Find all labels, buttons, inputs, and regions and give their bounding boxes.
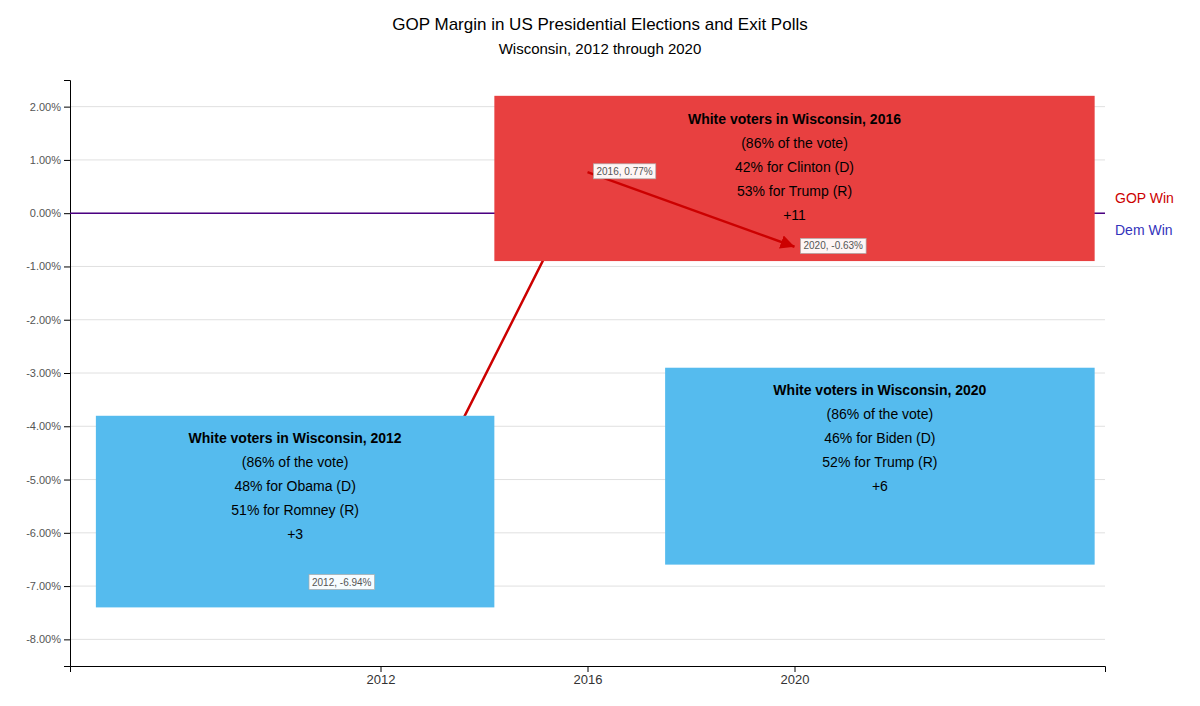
y-tick-mark	[64, 107, 70, 108]
data-label-text: 2016, 0.77%	[597, 166, 653, 177]
y-tick-label: -6.00%	[26, 527, 61, 539]
data-label: 2012, -6.94%	[309, 575, 375, 590]
title: GOP Margin in US Presidential Elections …	[392, 15, 807, 34]
info-box-line: 46% for Biden (D)	[824, 430, 935, 446]
y-axis: -8.00% -7.00% -6.00% -5.00% -4.00% -3.00% -2.0…	[26, 81, 70, 667]
info-box-line: 52% for Trump (R)	[822, 454, 937, 470]
x-tick: 2012	[367, 666, 396, 687]
y-tick-label: 1.00%	[30, 154, 61, 166]
subtitle: Wisconsin, 2012 through 2020	[499, 40, 702, 57]
info-box-background	[665, 368, 1095, 565]
y-tick: -6.00%	[26, 527, 70, 539]
grid-line	[70, 266, 1105, 267]
y-tick-label: -4.00%	[26, 420, 61, 432]
grid-line	[70, 319, 1105, 320]
info-box: White voters in Wisconsin, 2012 (86% of t…	[96, 416, 494, 608]
dem-win-label: Dem Win	[1115, 222, 1173, 238]
info-box-title: White voters in Wisconsin, 2016	[688, 111, 901, 127]
y-tick-label: -7.00%	[26, 580, 61, 592]
y-tick-mark	[64, 533, 70, 534]
info-box-title: White voters in Wisconsin, 2012	[189, 430, 402, 446]
info-box-line: +6	[872, 478, 888, 494]
y-tick-label: 0.00%	[30, 207, 61, 219]
y-tick: -1.00%	[26, 260, 70, 272]
info-box-title: White voters in Wisconsin, 2020	[773, 382, 986, 398]
y-tick: 2.00%	[30, 101, 70, 113]
y-tick-label: -2.00%	[26, 314, 61, 326]
data-label-text: 2012, -6.94%	[312, 577, 372, 588]
x-tick-mark	[588, 666, 589, 672]
y-tick-label: -3.00%	[26, 367, 61, 379]
info-box: White voters in Wisconsin, 2020 (86% of t…	[665, 368, 1095, 565]
data-label-box	[801, 238, 867, 253]
info-box-line: 48% for Obama (D)	[234, 478, 355, 494]
info-box-background	[96, 416, 494, 608]
x-tick: 2016	[574, 666, 603, 687]
info-box-line: +3	[287, 526, 303, 542]
x-tick: 2020	[781, 666, 810, 687]
y-tick-mark	[64, 480, 70, 481]
y-tick-mark	[64, 373, 70, 374]
x-tick-label: 2016	[574, 672, 603, 687]
y-tick-mark	[64, 586, 70, 587]
y-tick-mark	[64, 639, 70, 640]
info-box-line: (86% of the vote)	[741, 135, 848, 151]
y-tick: -8.00%	[26, 633, 70, 645]
x-axis-line	[71, 667, 1106, 673]
data-label-text: 2020, -0.63%	[804, 240, 864, 251]
x-tick-label: 2020	[781, 672, 810, 687]
y-tick-label: -1.00%	[26, 260, 61, 272]
x-tick-mark	[795, 666, 796, 672]
y-tick-label: -8.00%	[26, 633, 61, 645]
chart-svg: GOP Margin in US Presidential Elections …	[0, 0, 1200, 706]
y-tick-label: -5.00%	[26, 474, 61, 486]
y-tick-mark	[64, 266, 70, 267]
data-label: 2020, -0.63%	[801, 238, 867, 253]
y-tick: -3.00%	[26, 367, 70, 379]
chart-container: GOP Margin in US Presidential Elections …	[0, 0, 1200, 706]
y-tick-mark	[64, 320, 70, 321]
x-tick-mark	[381, 666, 382, 672]
arrow-line	[588, 172, 795, 247]
y-tick-mark	[64, 160, 70, 161]
info-box-line: (86% of the vote)	[827, 406, 934, 422]
data-label-box	[594, 164, 656, 179]
y-tick: -5.00%	[26, 474, 70, 486]
y-axis-line	[64, 81, 71, 667]
gop-win-label: GOP Win	[1115, 190, 1174, 206]
x-axis: 2012 2016 2020	[71, 666, 1106, 687]
y-tick: 1.00%	[30, 154, 70, 166]
info-box-background	[494, 96, 1094, 261]
data-label-box	[309, 575, 375, 590]
info-box-line: 42% for Clinton (D)	[735, 159, 854, 175]
x-tick-label: 2012	[367, 672, 396, 687]
info-box-line: +11	[783, 207, 806, 223]
y-tick-mark	[64, 213, 70, 214]
grid-line	[70, 639, 1105, 640]
y-tick-label: 2.00%	[30, 101, 61, 113]
info-box-line: (86% of the vote)	[242, 454, 349, 470]
y-tick: -4.00%	[26, 420, 70, 432]
info-box-line: 51% for Romney (R)	[231, 502, 359, 518]
info-box: White voters in Wisconsin, 2016 (86% of t…	[494, 96, 1094, 261]
y-tick: -2.00%	[26, 314, 70, 326]
arrow-layer	[588, 172, 795, 247]
y-tick-mark	[64, 426, 70, 427]
y-tick: -7.00%	[26, 580, 70, 592]
data-label: 2016, 0.77%	[594, 164, 656, 179]
info-box-line: 53% for Trump (R)	[737, 183, 852, 199]
y-tick: 0.00%	[30, 207, 70, 219]
